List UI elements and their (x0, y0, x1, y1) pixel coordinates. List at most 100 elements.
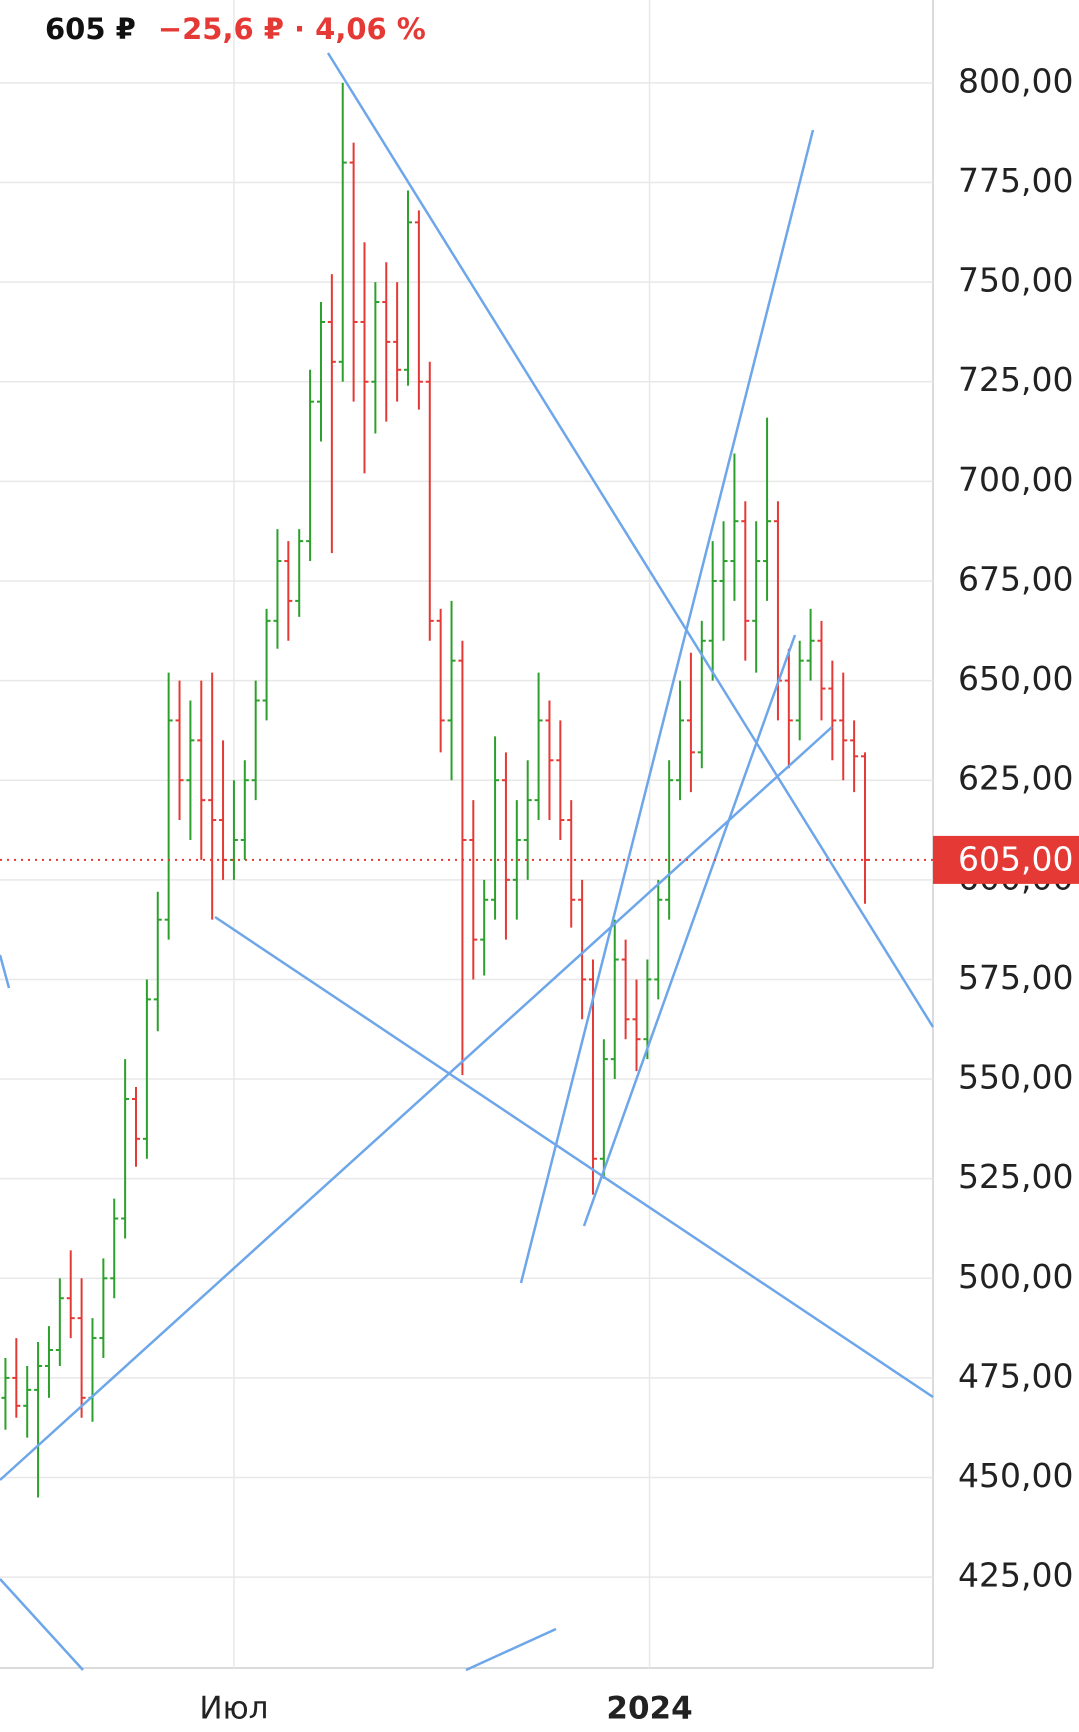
ohlc-bar (360, 242, 369, 474)
y-tick-label: 550,00 (958, 1058, 1073, 1097)
quote-header: 605 ₽ −25,6 ₽ · 4,06 % (45, 12, 426, 46)
ohlc-bar (316, 302, 325, 442)
trend-line (0, 726, 833, 1481)
ohlc-bar (697, 620, 706, 769)
ohlc-bar (795, 640, 804, 741)
ohlc-bar (327, 274, 336, 554)
trend-line (519, 129, 815, 1284)
y-tick-label: 525,00 (958, 1157, 1073, 1196)
y-tick-label: 775,00 (958, 161, 1073, 200)
ohlc-bar (240, 760, 249, 860)
plot (0, 0, 934, 1669)
ohlc-bar (425, 361, 434, 641)
trend-line (326, 52, 935, 1028)
ohlc-bar (66, 1250, 75, 1339)
ohlc-bar (393, 282, 402, 402)
ohlc-bar (752, 521, 761, 673)
y-tick-label: 650,00 (958, 659, 1073, 698)
y-tick-label: 575,00 (958, 958, 1073, 997)
axis-layer: 425,00 450,00 475,00 500,00 525,00 550,00 575,… (0, 61, 1079, 1727)
ohlc-bar (567, 800, 576, 928)
ohlc-bar (806, 608, 815, 681)
ohlc-bar (436, 608, 445, 753)
ohlc-bar (719, 521, 728, 641)
ohlc-bar (164, 672, 173, 940)
ohlc-bar (817, 620, 826, 721)
y-tick-label: 475,00 (958, 1356, 1073, 1395)
trend-line (582, 634, 797, 1227)
ohlc-bar (763, 417, 772, 601)
ohlc-bar (110, 1198, 119, 1299)
trend-line (214, 915, 934, 1399)
ohlc-bar (730, 453, 739, 601)
ohlc-bar (469, 800, 478, 980)
y-tick-label: 500,00 (958, 1257, 1073, 1296)
ohlc-bar (741, 501, 750, 661)
ohlc-bar (556, 720, 565, 840)
ohlc-bar (480, 879, 489, 976)
ohlc-bar (860, 752, 869, 904)
ohlc-bar (142, 979, 151, 1159)
ohlc-bar (382, 262, 391, 422)
ohlc-bar (414, 210, 423, 410)
ohlc-bar (34, 1342, 43, 1498)
ohlc-bar (643, 959, 652, 1060)
ohlc-bar (610, 919, 619, 1080)
trend-line (465, 1627, 557, 1672)
y-tick-label: 800,00 (958, 61, 1073, 100)
ohlc-bar (512, 800, 521, 920)
price: 605 ₽ (45, 12, 136, 46)
ohlc-bar (273, 529, 282, 649)
ohlc-bar (121, 1059, 130, 1239)
ohlc-bar (599, 1039, 608, 1179)
ohlc-bar (251, 680, 260, 801)
ohlc-bar (686, 652, 695, 793)
y-tick-label: 700,00 (958, 460, 1073, 499)
ohlc-bar (676, 680, 685, 801)
ohlc-bar (708, 541, 717, 681)
ohlc-bar (447, 600, 456, 781)
ohlc-bar (208, 672, 217, 920)
ohlc-bar (534, 672, 543, 821)
ohlc-bar (197, 680, 206, 860)
ohlc-bar (55, 1278, 64, 1366)
ohlc-bar (12, 1338, 21, 1418)
ohlc-bar (44, 1326, 53, 1398)
ohlc-bar (132, 1087, 141, 1167)
ohlc-bar (839, 672, 848, 781)
ohlc-bar (545, 700, 554, 821)
ohlc-bar (632, 979, 641, 1072)
ohlc-bar (153, 891, 162, 1032)
x-tick-label: Июл (199, 1691, 268, 1727)
ohlc-bar (523, 760, 532, 880)
ohlc-bar (262, 608, 271, 721)
ohlc-bar (828, 660, 837, 761)
y-tick-label: 450,00 (958, 1456, 1073, 1495)
ohlc-bar (186, 700, 195, 840)
y-tick-label: 725,00 (958, 360, 1073, 399)
y-tick-label: 675,00 (958, 559, 1073, 598)
trend-line (0, 1578, 84, 1671)
last-price-box (933, 835, 1079, 884)
ohlc-bar (784, 648, 793, 769)
ohlc-bar (371, 282, 380, 434)
x-tick-label: 2024 (606, 1691, 692, 1727)
ohlc-bar (295, 529, 304, 617)
last-price-label: 605,00 (958, 839, 1073, 878)
y-tick-label: 625,00 (958, 759, 1073, 798)
ohlc-bar (404, 190, 413, 386)
ohlc-bar (88, 1318, 97, 1422)
ohlc-bar (1, 1357, 10, 1430)
ohlc-bar (23, 1365, 32, 1438)
ohlc-bar (338, 82, 347, 382)
ohlc-bar (175, 680, 184, 821)
ohlc-bar (458, 640, 467, 1076)
ohlc-bar (284, 541, 293, 641)
trend-lines (0, 52, 935, 1672)
ohlc-bar (229, 780, 238, 880)
ohlc-bar (654, 879, 663, 1000)
y-tick-label: 425,00 (958, 1556, 1073, 1595)
ohlc-bar (501, 752, 510, 940)
